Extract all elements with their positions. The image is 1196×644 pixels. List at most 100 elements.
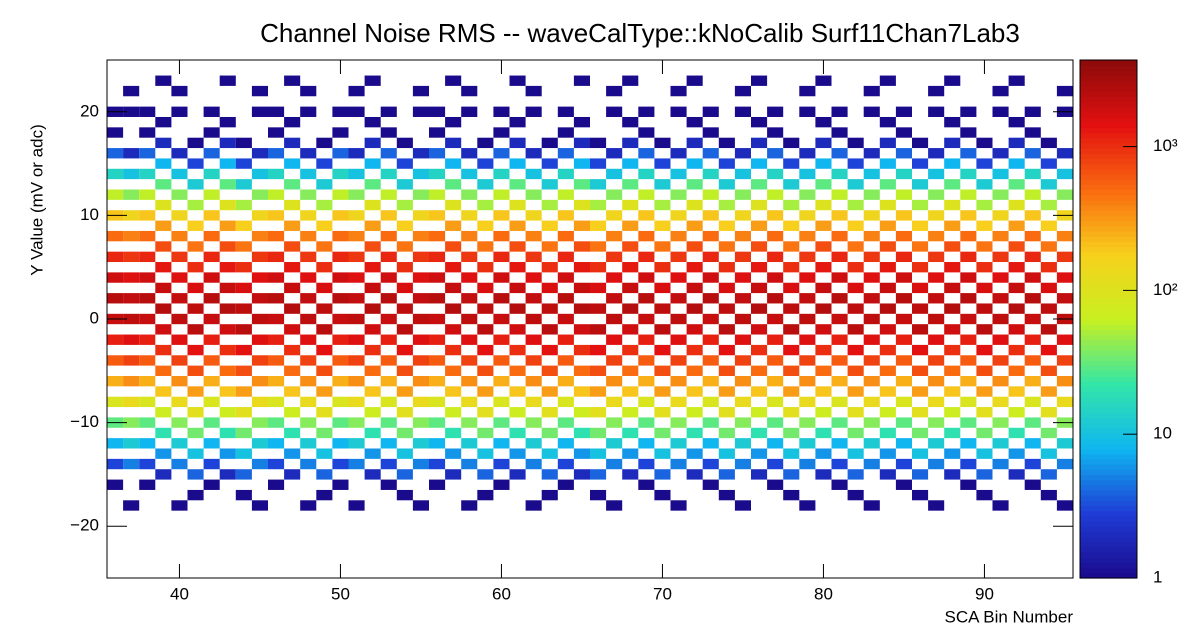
cell — [686, 282, 703, 294]
cell — [638, 127, 655, 138]
cell — [412, 210, 429, 221]
cell — [590, 469, 607, 480]
cell — [541, 427, 558, 439]
cell — [412, 313, 429, 325]
cell — [863, 251, 880, 263]
colorbar-segment — [1080, 448, 1137, 455]
colorbar-segment — [1080, 536, 1137, 543]
cell — [912, 199, 929, 211]
cell — [734, 85, 751, 97]
colorbar-segment — [1080, 277, 1137, 284]
cell — [461, 334, 478, 345]
cell — [557, 293, 574, 304]
cell — [606, 148, 623, 159]
cell — [573, 448, 590, 459]
colorbar-segment — [1080, 65, 1137, 71]
cell — [332, 251, 349, 263]
cell — [912, 407, 929, 418]
cell — [734, 355, 751, 366]
cell — [960, 230, 977, 242]
cell — [364, 282, 381, 294]
cell — [622, 365, 639, 376]
cell — [879, 75, 896, 86]
cell — [847, 303, 864, 314]
cell — [107, 438, 124, 449]
cell — [348, 293, 365, 304]
cell — [912, 262, 929, 273]
cell — [396, 324, 413, 335]
cell — [831, 272, 848, 283]
colorbar-segment — [1080, 256, 1137, 263]
cell — [799, 272, 816, 283]
cell — [863, 272, 880, 283]
cell — [960, 127, 977, 138]
cell — [799, 148, 816, 159]
cell — [445, 220, 462, 231]
cell — [960, 148, 977, 159]
cell — [1056, 293, 1073, 304]
cell — [976, 179, 993, 190]
cell — [509, 427, 526, 439]
cell — [219, 324, 236, 335]
cell — [171, 355, 188, 366]
cell — [493, 355, 510, 366]
cell — [847, 137, 864, 149]
cell — [557, 479, 574, 490]
cell — [364, 469, 381, 480]
cell — [332, 438, 349, 449]
cell — [767, 355, 784, 366]
cell — [219, 116, 236, 128]
colorbar-segment — [1080, 80, 1137, 87]
cell — [509, 448, 526, 459]
cell — [557, 168, 574, 180]
cell — [557, 251, 574, 263]
cell — [219, 137, 236, 149]
cell — [751, 469, 768, 480]
cell — [219, 199, 236, 211]
cell — [284, 116, 301, 128]
cell — [332, 168, 349, 180]
cell — [944, 469, 961, 480]
cell — [1024, 417, 1041, 428]
cell — [879, 469, 896, 480]
cell — [1008, 386, 1025, 397]
cell — [235, 179, 252, 190]
cell — [783, 427, 800, 439]
cell — [976, 469, 993, 480]
colorbar-segment — [1080, 298, 1137, 305]
cell — [380, 313, 397, 325]
cell — [477, 469, 494, 480]
cell — [863, 375, 880, 387]
cell — [541, 386, 558, 397]
cell — [123, 500, 140, 511]
cell — [654, 386, 671, 397]
cell — [718, 386, 735, 397]
cell — [493, 106, 510, 117]
cell — [107, 479, 124, 490]
cell — [348, 168, 365, 180]
cell — [235, 489, 252, 501]
cell — [622, 282, 639, 294]
cell — [477, 282, 494, 294]
cell — [171, 272, 188, 283]
cell — [831, 210, 848, 221]
cell — [863, 417, 880, 428]
cell — [718, 469, 735, 480]
cell — [831, 148, 848, 159]
cell — [734, 148, 751, 159]
cell — [316, 179, 333, 190]
cell — [751, 448, 768, 459]
cell — [1008, 324, 1025, 335]
cell — [139, 417, 156, 428]
cell — [493, 189, 510, 200]
cell — [316, 241, 333, 252]
cell — [718, 365, 735, 376]
cell — [702, 458, 719, 470]
colorbar-segment — [1080, 96, 1137, 103]
cell — [686, 262, 703, 273]
cell — [992, 85, 1009, 97]
cell — [895, 396, 912, 408]
cell — [1024, 438, 1041, 449]
cell — [928, 375, 945, 387]
cell — [1040, 137, 1057, 149]
